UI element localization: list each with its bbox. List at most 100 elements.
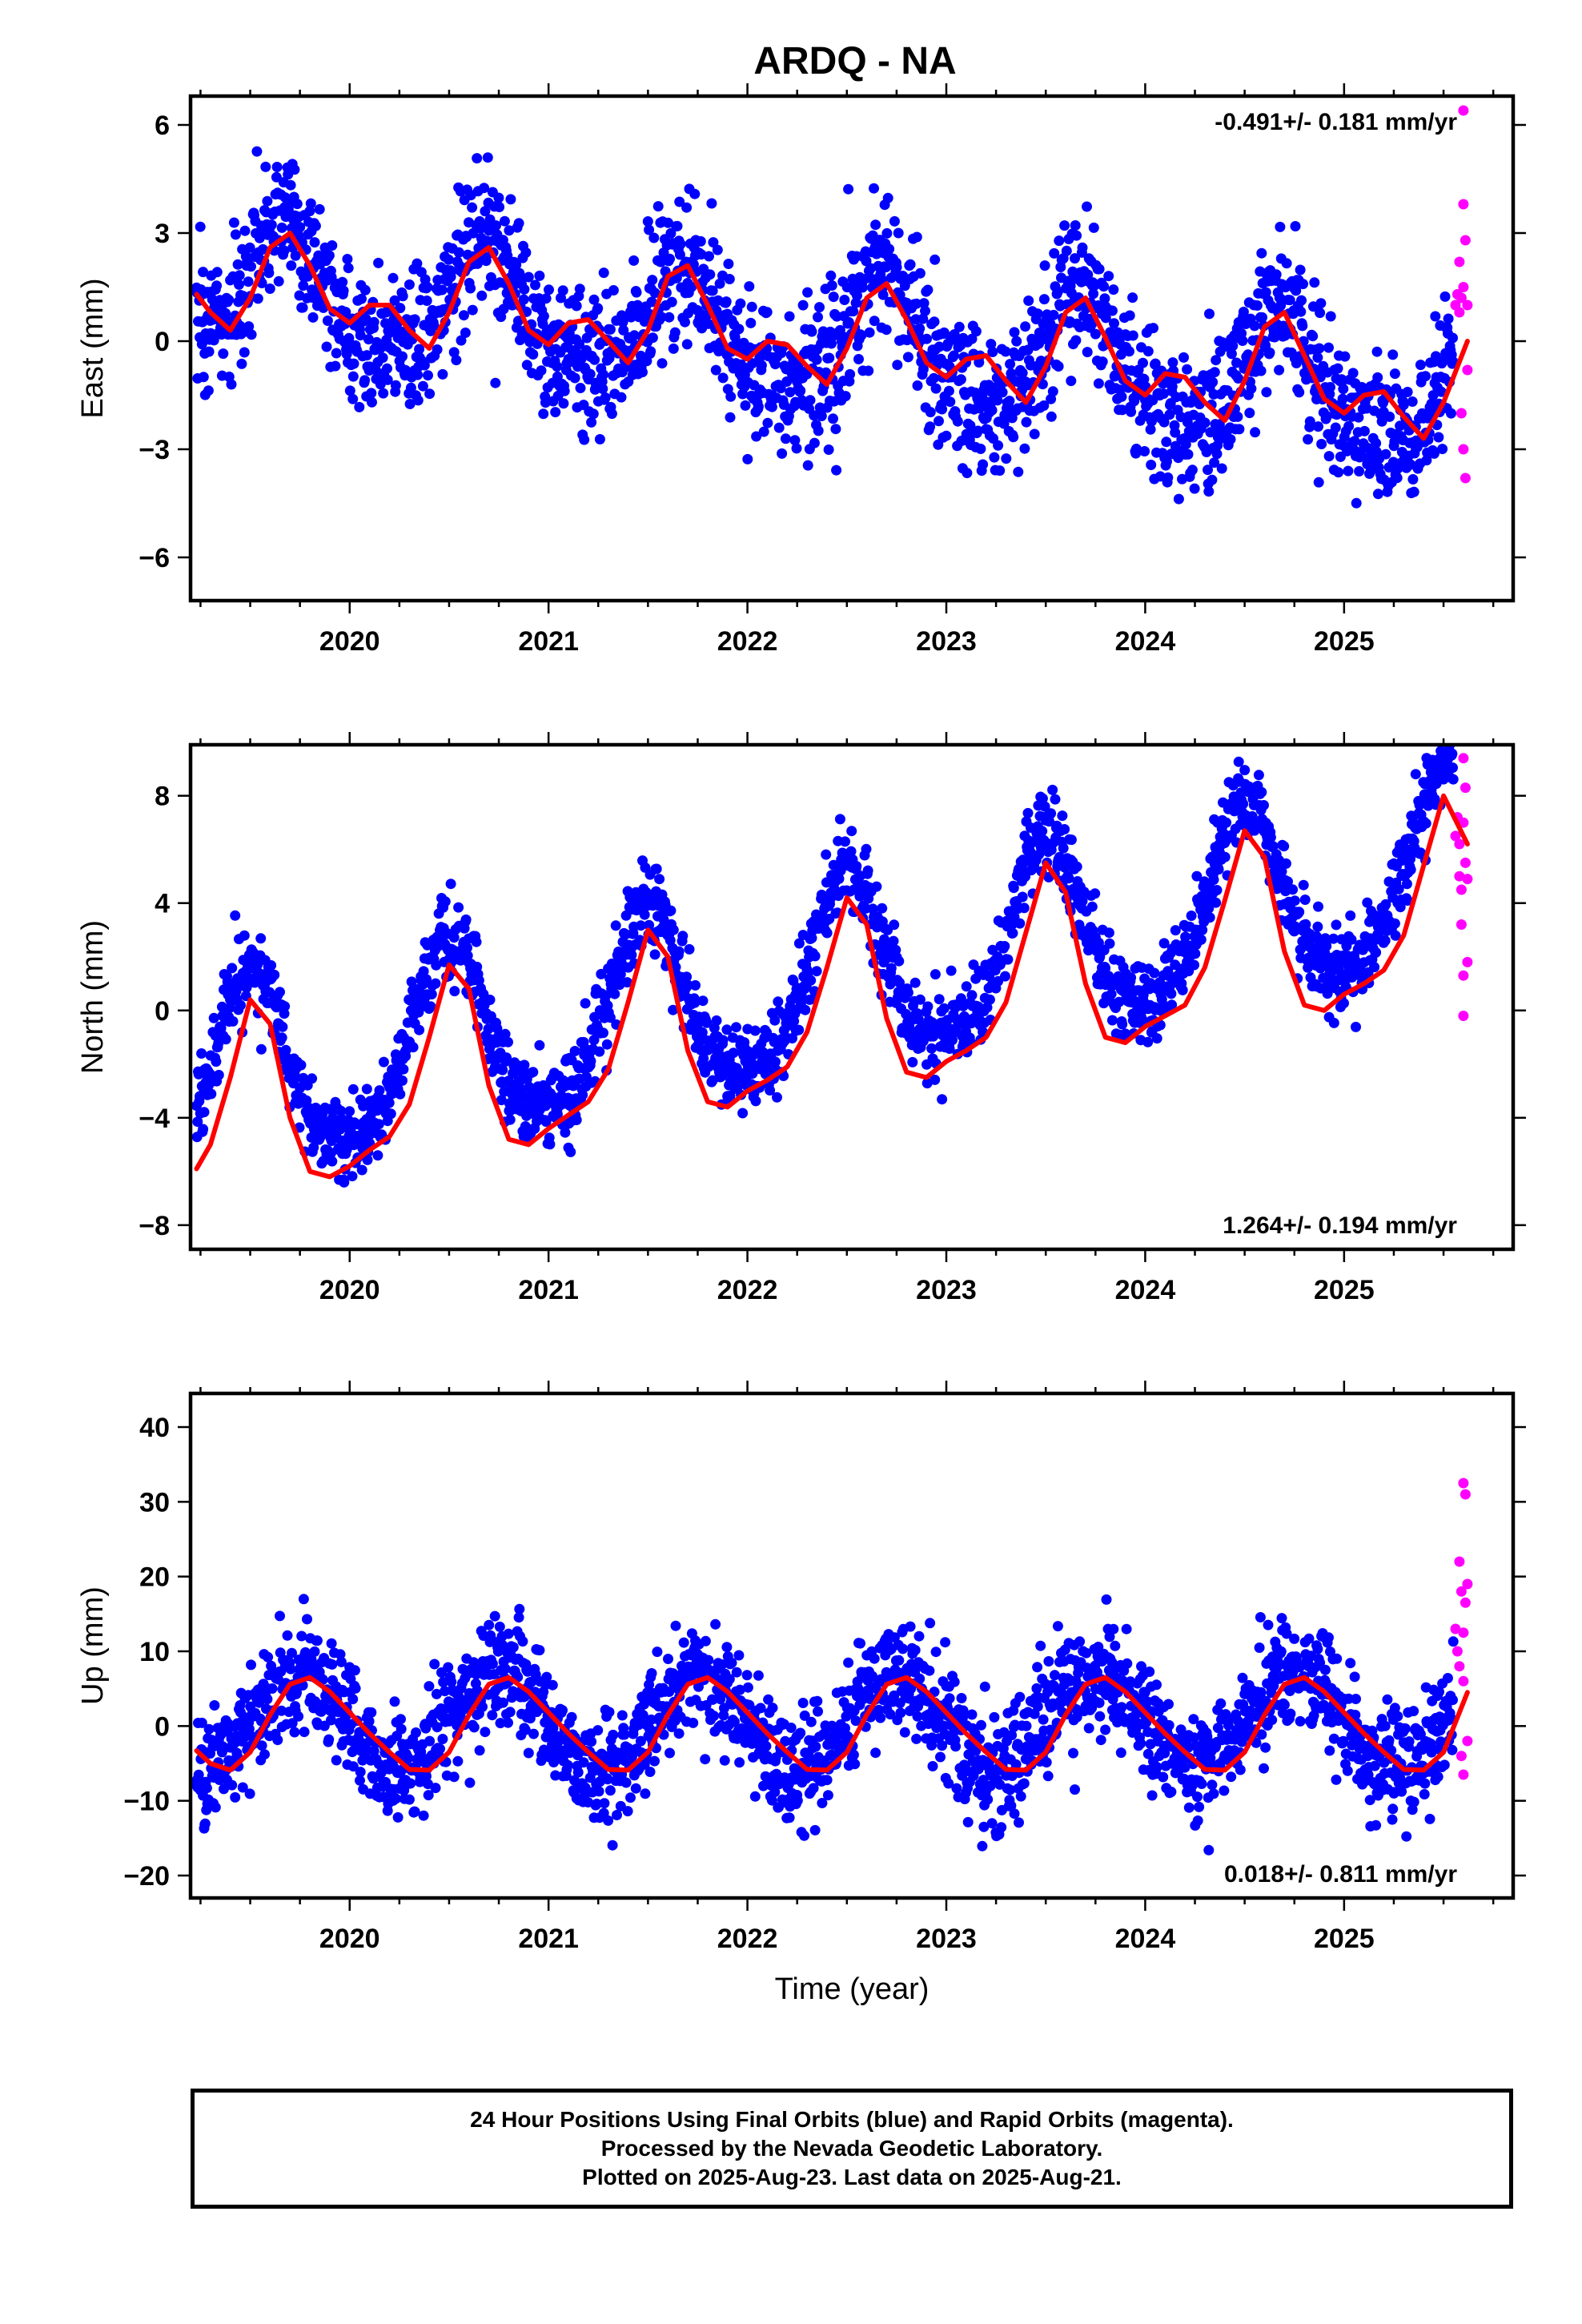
east-point xyxy=(705,269,716,280)
east-point xyxy=(1338,384,1349,395)
east-point xyxy=(1244,408,1255,419)
east-point xyxy=(1333,467,1344,478)
north-point xyxy=(1456,919,1467,930)
east-x-tick-label: 2024 xyxy=(1115,626,1176,657)
east-point xyxy=(681,339,693,350)
east-point xyxy=(468,227,479,239)
east-point xyxy=(456,335,467,346)
east-point xyxy=(1225,434,1236,445)
east-point xyxy=(674,249,685,260)
up-point xyxy=(196,1717,207,1728)
east-point xyxy=(519,283,530,295)
east-point xyxy=(1099,293,1110,304)
north-point xyxy=(473,975,484,986)
east-point xyxy=(1332,363,1343,374)
up-point xyxy=(497,1697,508,1708)
east-point xyxy=(742,453,753,464)
east-point xyxy=(881,324,892,336)
north-point xyxy=(1158,938,1170,949)
east-point xyxy=(725,391,737,402)
east-point xyxy=(223,294,235,305)
east-point xyxy=(830,424,841,435)
north-point xyxy=(1390,930,1401,941)
north-point xyxy=(845,846,857,857)
east-point xyxy=(921,333,932,344)
east-point xyxy=(395,303,406,314)
up-point xyxy=(350,1683,361,1694)
east-point xyxy=(1162,472,1174,483)
up-point xyxy=(335,1656,347,1667)
up-point xyxy=(503,1717,513,1728)
east-point xyxy=(1439,291,1451,302)
east-point xyxy=(338,285,349,296)
east-point xyxy=(1071,230,1082,241)
north-point xyxy=(1450,830,1461,842)
up-point xyxy=(404,1794,415,1805)
north-point xyxy=(1276,866,1287,877)
east-point xyxy=(559,385,570,396)
north-point xyxy=(772,1092,782,1103)
east-point xyxy=(934,416,944,427)
north-point xyxy=(462,950,473,961)
east-point xyxy=(513,218,524,229)
north-point xyxy=(227,963,238,974)
east-point xyxy=(1321,411,1332,422)
up-point xyxy=(424,1735,436,1747)
east-point xyxy=(327,240,338,251)
north-point xyxy=(1166,999,1178,1011)
north-point xyxy=(500,1028,511,1039)
east-point xyxy=(664,312,675,323)
east-point xyxy=(645,346,656,357)
east-point xyxy=(1255,365,1267,376)
north-point xyxy=(378,1056,389,1068)
east-point xyxy=(644,224,655,235)
east-point xyxy=(753,401,764,412)
north-point xyxy=(344,1106,355,1117)
north-point xyxy=(701,1017,713,1028)
east-point xyxy=(289,164,300,175)
east-point xyxy=(1077,242,1088,253)
east-point xyxy=(387,272,399,283)
east-point xyxy=(1082,347,1093,358)
north-point xyxy=(198,1124,209,1135)
east-point xyxy=(436,284,448,296)
east-point xyxy=(986,404,998,416)
east-point xyxy=(414,344,425,355)
east-point xyxy=(598,369,608,380)
east-point xyxy=(417,380,428,392)
up-point xyxy=(262,1694,273,1705)
east-point xyxy=(476,290,488,301)
east-point xyxy=(544,284,554,296)
east-point xyxy=(1237,336,1248,346)
east-point xyxy=(1454,307,1465,318)
east-point xyxy=(928,372,939,384)
east-point xyxy=(1005,359,1016,370)
up-point xyxy=(287,1647,297,1659)
east-point xyxy=(1226,348,1237,360)
east-point xyxy=(198,267,209,278)
east-point xyxy=(751,431,762,442)
east-point xyxy=(1004,396,1015,407)
up-point xyxy=(431,1688,442,1699)
up-point xyxy=(263,1651,274,1663)
east-point xyxy=(460,328,471,338)
east-point xyxy=(1209,457,1220,468)
east-point xyxy=(648,232,660,243)
east-point xyxy=(781,376,793,387)
north-point xyxy=(773,996,784,1007)
up-point xyxy=(282,1630,293,1641)
east-point xyxy=(606,408,617,420)
north-point xyxy=(1437,732,1447,742)
east-point xyxy=(397,351,408,362)
up-point xyxy=(429,1659,440,1670)
up-point xyxy=(523,1747,534,1759)
north-point xyxy=(1462,874,1473,885)
east-point xyxy=(656,312,667,323)
east-point xyxy=(1094,263,1105,275)
east-point xyxy=(1295,264,1306,275)
east-point xyxy=(823,444,834,455)
east-point xyxy=(852,290,862,301)
east-point xyxy=(550,407,561,418)
